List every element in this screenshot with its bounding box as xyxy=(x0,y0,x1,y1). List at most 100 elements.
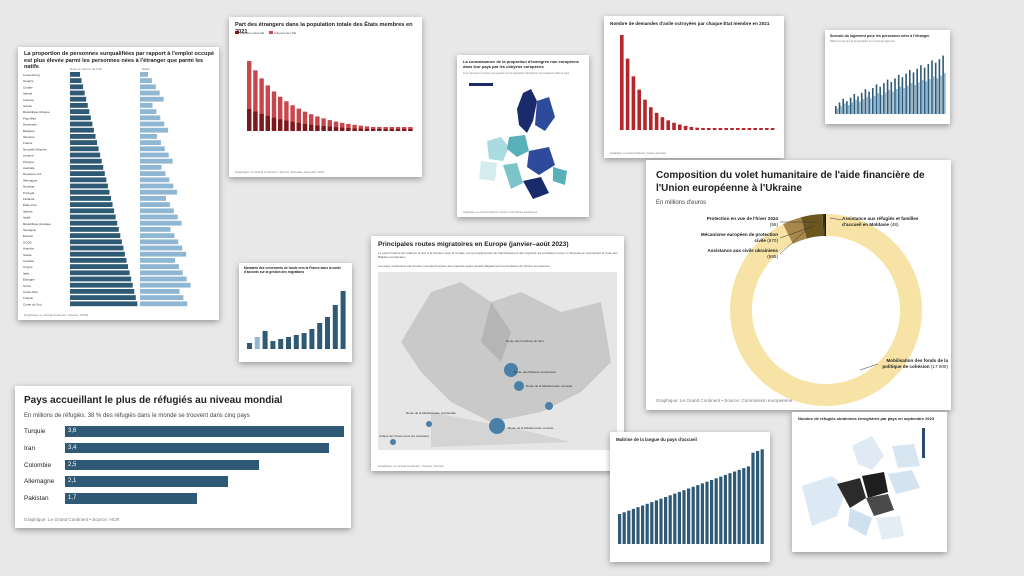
foreigners-bar-non-eu xyxy=(253,111,258,131)
foreigners-bar-eu xyxy=(259,78,264,131)
workers-title: Montants des versements de fonds vers la… xyxy=(244,266,342,274)
foreigners-bar-non-eu xyxy=(408,129,413,131)
overqualified-bar-native xyxy=(140,208,174,214)
asylum-bar xyxy=(643,99,647,130)
overqualified-bar-foreign xyxy=(70,171,105,176)
overqualified-bar-native xyxy=(140,233,175,238)
overqualified-bar-native xyxy=(140,90,160,96)
refugees-value-label: 2,5 xyxy=(68,461,77,468)
foreigners-bar-non-eu xyxy=(333,127,339,131)
workers-bar xyxy=(286,337,291,349)
foreigners-bar-non-eu xyxy=(259,113,264,131)
route-circle-canaries xyxy=(390,439,396,445)
asylum-bar xyxy=(631,76,636,130)
overqualified-country-label: Espagne xyxy=(23,278,35,282)
housing-bar-alt xyxy=(870,98,872,114)
overqualified-bar-native xyxy=(140,146,165,152)
routes-footer: Graphique: Le Grand Continent • Source: … xyxy=(378,464,444,468)
label-civilians-val: (585) xyxy=(767,253,778,259)
ukr-map-title: Nombre de réfugiés ukrainiens enregistré… xyxy=(798,416,935,421)
asylum-bar xyxy=(654,112,659,130)
language-bar xyxy=(682,490,686,544)
foreigners-bar-eu xyxy=(340,122,345,131)
overqualified-country-label: Suisse xyxy=(23,104,32,108)
asylum-bar xyxy=(660,117,665,130)
foreigners-bar-non-eu xyxy=(377,129,382,131)
overqualified-country-label: Belgique xyxy=(23,129,35,133)
housing-bar-alt xyxy=(910,83,913,114)
refugees-bar: 3,4 xyxy=(65,442,329,454)
overqualified-bar-foreign xyxy=(70,239,122,245)
workers-bar xyxy=(332,305,338,349)
foreigners-bar-eu xyxy=(358,125,363,131)
overqualified-bar-native xyxy=(140,301,188,307)
ukr-map xyxy=(798,426,941,546)
language-bar xyxy=(641,505,645,544)
card-ukraine-aid: Composition du volet humanitaire de l'ai… xyxy=(646,160,951,410)
overqualified-bar-native xyxy=(140,109,157,114)
overqualified-country-label: Autriche xyxy=(23,247,34,251)
workers-bar xyxy=(340,291,346,349)
overqualified-bar-foreign xyxy=(70,276,132,282)
overqualified-country-label: Danemark xyxy=(23,123,37,127)
housing-bar-alt xyxy=(925,81,928,114)
language-bar xyxy=(760,449,764,544)
foreigners-bar-non-eu xyxy=(315,125,320,131)
housing-bar-alt xyxy=(895,89,898,114)
overqualified-country-label: OCDE xyxy=(23,240,32,244)
overqualified-col-left: Nées en dehors de l'UE xyxy=(70,67,102,71)
overqualified-country-label: Canada xyxy=(23,259,34,263)
route-label-5: Route de la Méditerranée centrale xyxy=(508,426,554,430)
overqualified-bar-native xyxy=(140,78,152,83)
route-circle-east xyxy=(504,363,518,377)
asylum-bar xyxy=(741,128,746,130)
refugees-value-label: 3,6 xyxy=(68,428,77,434)
housing-bar xyxy=(838,102,841,114)
overqualified-country-label: Grèce xyxy=(23,284,32,288)
refugees-chart: Turquie 3,6 Iran 3,4 Colombie 2,5 Allemagne 2,1… xyxy=(24,426,346,510)
housing-bar xyxy=(835,106,837,114)
housing-bar-alt xyxy=(858,101,861,114)
housing-bar xyxy=(886,79,889,114)
card-housing: Surcoût du logement pour les personnes n… xyxy=(825,30,950,124)
workers-bar xyxy=(325,317,330,349)
asylum-bar xyxy=(718,128,723,130)
foreigners-bar-eu xyxy=(265,85,270,131)
refugees-category-label: Iran xyxy=(24,444,36,452)
foreigners-bar-eu xyxy=(253,70,258,131)
refugees-bar: 2,1 xyxy=(65,476,228,487)
refugees-bar: 1,7 xyxy=(65,493,197,504)
overqualified-bar-foreign xyxy=(70,208,115,214)
overqualified-country-label: Islande xyxy=(23,209,33,213)
label-winter: Protection en vue de l'hiver 2024 (55) xyxy=(698,216,778,227)
overqualified-bar-native xyxy=(140,264,179,269)
language-bar xyxy=(664,497,668,544)
language-bar xyxy=(636,507,640,544)
housing-bar-alt xyxy=(936,78,939,114)
europeans-map-footer: Graphique: Le Grand Continent • Source: … xyxy=(463,211,538,214)
overqualified-bar-native xyxy=(140,282,191,288)
overqualified-bar-foreign xyxy=(70,282,133,288)
label-cohesion: Mobilisation des fonds de la politique d… xyxy=(878,358,948,369)
legend-a-label: Citoyens extra-UE xyxy=(239,31,265,35)
workers-bar xyxy=(278,339,284,349)
overqualified-country-label: Italie xyxy=(23,271,30,275)
asylum-bar xyxy=(724,128,728,130)
housing-bar xyxy=(857,96,859,114)
refugees-value-label: 2,1 xyxy=(68,478,77,485)
foreigners-bar-eu xyxy=(327,120,332,131)
overqualified-country-label: Hongrie xyxy=(23,79,34,83)
foreigners-bar-non-eu xyxy=(402,129,407,131)
label-cohesion-val: (17 000) xyxy=(930,363,948,369)
asylum-footer: Graphique: Le Grand Continent • Source: … xyxy=(610,152,666,155)
refugees-value-label: 3,4 xyxy=(68,444,77,451)
housing-bar xyxy=(849,97,852,114)
asylum-bar xyxy=(753,128,757,130)
foreigners-bar-eu xyxy=(302,111,308,131)
overqualified-bar-foreign xyxy=(70,165,104,170)
housing-bar xyxy=(931,60,933,114)
housing-title: Surcoût du logement pour les personnes n… xyxy=(830,34,930,38)
foreigners-bar-eu xyxy=(296,108,301,131)
overqualified-bar-native xyxy=(140,134,157,139)
overqualified-bar-foreign xyxy=(70,264,129,269)
